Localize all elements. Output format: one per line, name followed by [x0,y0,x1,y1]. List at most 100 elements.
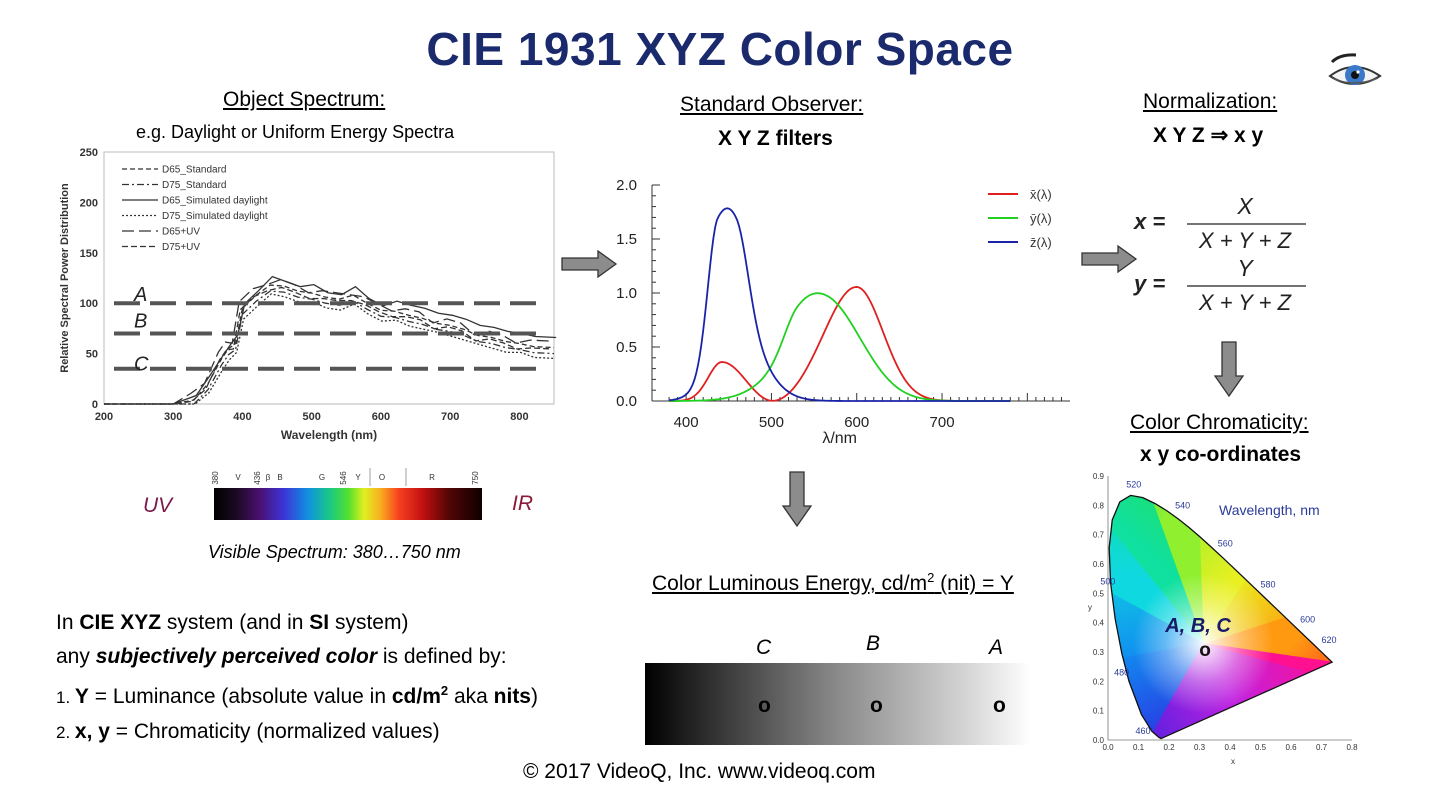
explanation-text: In CIE XYZ system (and in SI system) any… [56,606,538,750]
cie-ytick: 0.1 [1093,707,1105,716]
spd-xtick: 400 [233,411,251,423]
spd-ytick: 150 [80,248,98,260]
cmf-legend-entry: ȳ(λ) [1030,211,1052,226]
cie-xtick: 0.5 [1255,743,1267,752]
arrow-down-icon [781,471,813,528]
cie-wavelength-label: 580 [1261,579,1276,589]
spd-legend-entry: D65_Standard [162,165,227,176]
cie-xtick: 0.4 [1224,743,1236,752]
chromaticity-subheading: x y co-ordinates [1140,443,1302,466]
luminous-label-c: C [756,636,772,659]
cie-xtick: 0.0 [1102,743,1114,752]
cie-wavelength-label: 520 [1126,480,1141,490]
spd-ytick: 250 [80,147,98,159]
spd-xtick: 800 [510,411,528,423]
spd-legend-entry: D75_Simulated daylight [162,211,268,222]
t: any [56,645,96,668]
object-spectrum-subheading: e.g. Daylight or Uniform Energy Spectra [136,122,455,142]
arrow-right-icon [1081,244,1138,274]
spd-xlabel: Wavelength (nm) [281,428,377,442]
cmf-series-line [669,292,1011,402]
visible-spectrum-caption: Visible Spectrum: 380…750 nm [208,542,461,562]
luminous-heading-sup: 2 [927,570,935,585]
t: 2 [440,683,449,698]
spectrum-band-label: R [429,473,435,482]
normalization-formula: x = X X + Y + Z y = Y X + Y + Z [1133,193,1306,315]
t: Y [74,685,89,708]
wavelength-label: Wavelength, nm [1219,502,1320,518]
color-matching-chart: 0.0 0.5 1.0 1.5 2.0 400 500 600 700 λ/nm x̄(λ) ȳ(λ… [616,177,1070,447]
t: SI [309,611,330,634]
x-formula-numerator: X [1236,193,1254,219]
cmf-ytick: 2.0 [616,177,637,194]
t: nits [493,685,531,708]
footer-copyright: © 2017 VideoQ, Inc. www.videoq.com [523,760,876,783]
spd-level-label: B [134,310,147,332]
visible-spectrum-bar: 380 V 436 B G 546 Y O R 750 β [211,468,482,520]
cie-xtick: 0.8 [1346,743,1358,752]
cmf-xtick: 400 [674,414,699,431]
spd-legend-entry: D65_Simulated daylight [162,196,268,207]
y-formula-lhs: y = [1133,271,1165,296]
t: = Luminance (absolute value in [88,685,392,708]
page-title: CIE 1931 XYZ Color Space [426,23,1014,75]
luminous-marker-a: o [993,694,1006,717]
normalization-subheading: X Y Z ⇒ x y [1153,124,1264,147]
abc-label: A, B, C [1164,615,1231,637]
t: is defined by: [377,645,507,668]
cmf-xtick: 600 [844,414,869,431]
cie-xtick: 0.2 [1163,743,1175,752]
t: cd/m [391,685,441,708]
spectrum-band-label: B [277,473,282,482]
spd-legend-entry: D75+UV [162,242,200,253]
cie-y-axis: y [1088,603,1092,612]
spd-xtick: 700 [441,411,459,423]
cie-ytick: 0.4 [1093,619,1105,628]
t: x, y [74,720,110,743]
spd-xtick: 600 [372,411,390,423]
cie-ytick: 0.2 [1093,677,1105,686]
spectrum-band-label: V [235,473,241,482]
t: CIE XYZ [79,611,162,634]
t: system) [329,611,409,634]
t: In [56,611,80,634]
spd-series-line [104,290,555,405]
cie-xtick: 0.7 [1316,743,1328,752]
spd-ytick: 100 [80,298,98,310]
cie-xtick: 0.3 [1194,743,1206,752]
t: aka [448,685,494,708]
spectrum-band-label: β [266,473,271,482]
eye-icon [1328,53,1382,85]
spectrum-band-label: O [379,473,385,482]
cmf-xtick: 700 [930,414,955,431]
cie-wavelength-label: 500 [1100,577,1115,587]
spd-series-line [104,275,557,405]
spd-legend-entry: D65+UV [162,227,200,238]
chromaticity-diagram: 0.0 0.1 0.2 0.3 0.4 0.5 0.6 0.7 0.8 0.9 0.0 0.1 0.2 0… [1088,472,1358,766]
spectral-power-chart: D65_Standard D75_Standard D65_Simulated da… [59,147,557,442]
cmf-ytick: 1.5 [616,231,637,248]
spd-ytick: 50 [86,349,98,361]
luminous-label-b: B [866,632,881,655]
t: system (and in [161,611,310,634]
uv-label: UV [143,494,173,517]
cmf-legend-entry: x̄(λ) [1030,187,1052,202]
x-formula-denominator: X + Y + Z [1198,228,1293,253]
cie-xtick: 0.1 [1133,743,1145,752]
cie-ytick: 0.8 [1093,501,1105,510]
t: 1. [56,688,75,707]
cie-ytick: 0.6 [1093,560,1105,569]
spectrum-band-label: 436 [253,471,262,485]
ir-label: IR [512,492,533,515]
spectrum-band-label: 546 [339,471,348,485]
spd-level-label: C [134,354,149,376]
t: subjectively perceived color [95,645,377,668]
y-formula-numerator: Y [1237,255,1254,281]
t: = Chromaticity (normalized values) [109,720,440,743]
cie-wavelength-label: 560 [1218,538,1233,548]
cmf-ytick: 1.0 [616,285,637,302]
spectrum-band-label: Y [355,473,361,482]
chromaticity-heading: Color Chromaticity: [1130,411,1309,434]
cmf-xtick: 500 [759,414,784,431]
cmf-legend-entry: z̄(λ) [1030,235,1052,250]
